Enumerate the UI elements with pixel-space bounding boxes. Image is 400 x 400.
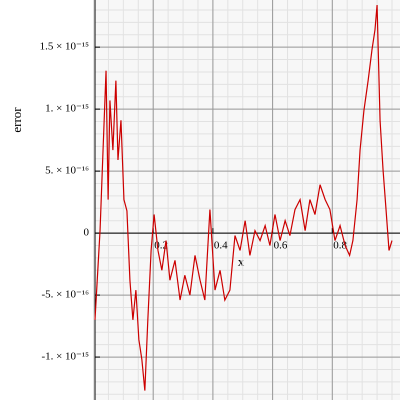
y-tick-label: 1.5 × 10⁻¹⁵: [40, 41, 90, 53]
y-tick-label: -1. × 10⁻¹⁵: [41, 351, 89, 363]
series-line: [94, 4, 393, 391]
y-axis-label: error: [9, 107, 24, 133]
x-tick-label: 0.6: [274, 240, 288, 252]
y-tick-label: 5. × 10⁻¹⁶: [45, 165, 89, 177]
plot-background: [95, 0, 400, 400]
y-tick-label: -5. × 10⁻¹⁶: [41, 289, 89, 301]
x-tick-label: 0.4: [214, 240, 228, 252]
y-tick-label: 0: [84, 227, 90, 239]
x-axis-label: x: [238, 254, 245, 269]
y-tick-label: 1. × 10⁻¹⁵: [45, 103, 89, 115]
